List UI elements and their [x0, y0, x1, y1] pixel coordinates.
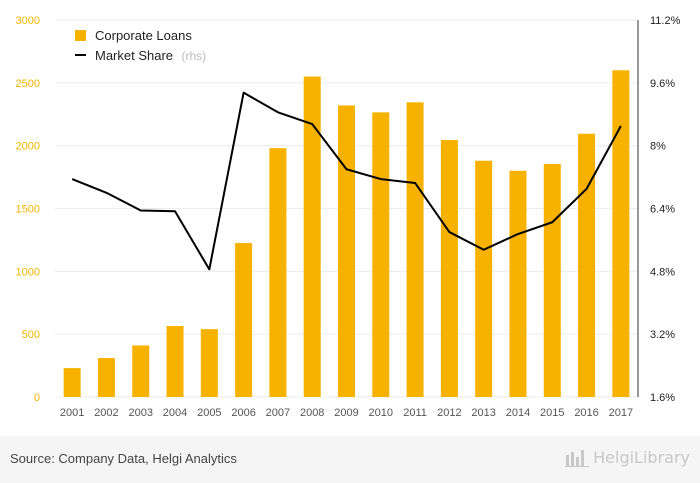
- line-market-share: [71, 91, 622, 271]
- bar-2006: [235, 243, 253, 397]
- x-tick-label: 2011: [403, 407, 427, 419]
- x-tick-label: 2008: [300, 407, 324, 419]
- x-axis-ticks: 2001 2002 2003 2004 2005 2006 2007 2008 2009 2010…: [60, 407, 633, 419]
- left-tick-label: 1000: [16, 266, 40, 278]
- left-tick-label: 3000: [16, 15, 40, 27]
- chart: 0 500 1000 1500 2000 2500 3000 1.6% 3.2% 4.8% 6.4…: [16, 15, 681, 419]
- x-tick-label: 2015: [540, 407, 564, 419]
- bar-2008: [303, 76, 321, 398]
- right-tick-label: 4.8%: [650, 266, 675, 278]
- x-tick-label: 2007: [266, 407, 290, 419]
- left-tick-label: 500: [22, 329, 40, 341]
- x-tick-label: 2001: [60, 407, 84, 419]
- right-axis-ticks: 1.6% 3.2% 4.8% 6.4% 8% 9.6% 11.2%: [650, 15, 681, 404]
- legend-market-share-name: Market Share: [95, 48, 173, 63]
- right-tick-label: 8%: [650, 141, 666, 153]
- right-tick-label: 3.2%: [650, 329, 675, 341]
- left-tick-label: 2500: [16, 78, 40, 90]
- bar-2004: [166, 325, 184, 397]
- left-axis-ticks: 0 500 1000 1500 2000 2500 3000: [16, 15, 40, 404]
- bar-2002: [97, 358, 115, 397]
- right-tick-label: 1.6%: [650, 392, 675, 404]
- bar-2003: [132, 345, 150, 397]
- right-tick-label: 11.2%: [650, 15, 681, 27]
- library-icon: [565, 449, 590, 467]
- x-tick-label: 2003: [128, 407, 152, 419]
- x-tick-label: 2016: [574, 407, 598, 419]
- bar-2016: [578, 133, 596, 397]
- x-tick-label: 2010: [369, 407, 393, 419]
- bars-corporate-loans: [63, 70, 630, 398]
- x-tick-label: 2014: [506, 407, 530, 419]
- legend-label-corporate-loans: Corporate Loans: [95, 28, 192, 43]
- x-tick-label: 2012: [437, 407, 461, 419]
- bar-2015: [543, 163, 561, 397]
- x-tick-label: 2013: [471, 407, 495, 419]
- x-tick-label: 2004: [163, 407, 187, 419]
- left-tick-label: 1500: [16, 204, 40, 216]
- x-tick-label: 2009: [334, 407, 358, 419]
- x-tick-label: 2002: [94, 407, 118, 419]
- bar-2013: [475, 160, 493, 397]
- bar-2011: [406, 102, 424, 397]
- brand-name: HelgiLibrary: [593, 448, 690, 467]
- left-tick-label: 2000: [16, 141, 40, 153]
- bar-2001: [63, 368, 81, 397]
- x-tick-label: 2017: [609, 407, 633, 419]
- bar-2014: [509, 170, 527, 397]
- footer: Source: Company Data, Helgi Analytics He…: [0, 436, 700, 483]
- left-tick-label: 0: [34, 392, 40, 404]
- market-share-line: [71, 91, 622, 271]
- bar-2009: [338, 105, 355, 397]
- brand-logo: HelgiLibrary: [565, 448, 690, 467]
- legend-label-market-share: Market Share (rhs): [95, 47, 206, 64]
- right-tick-label: 6.4%: [650, 204, 675, 216]
- x-tick-label: 2005: [197, 407, 221, 419]
- bar-2012: [440, 140, 458, 398]
- x-tick-label: 2006: [231, 407, 255, 419]
- legend-swatch-corporate-loans: [75, 30, 86, 41]
- bar-2010: [372, 112, 390, 398]
- right-tick-label: 9.6%: [650, 78, 675, 90]
- bar-2005: [200, 329, 218, 397]
- legend: Corporate Loans Market Share (rhs): [75, 28, 206, 64]
- legend-market-share-rhs: (rhs): [182, 49, 207, 63]
- bar-2017: [612, 70, 630, 398]
- bar-2007: [269, 148, 287, 397]
- source-note: Source: Company Data, Helgi Analytics: [10, 451, 237, 466]
